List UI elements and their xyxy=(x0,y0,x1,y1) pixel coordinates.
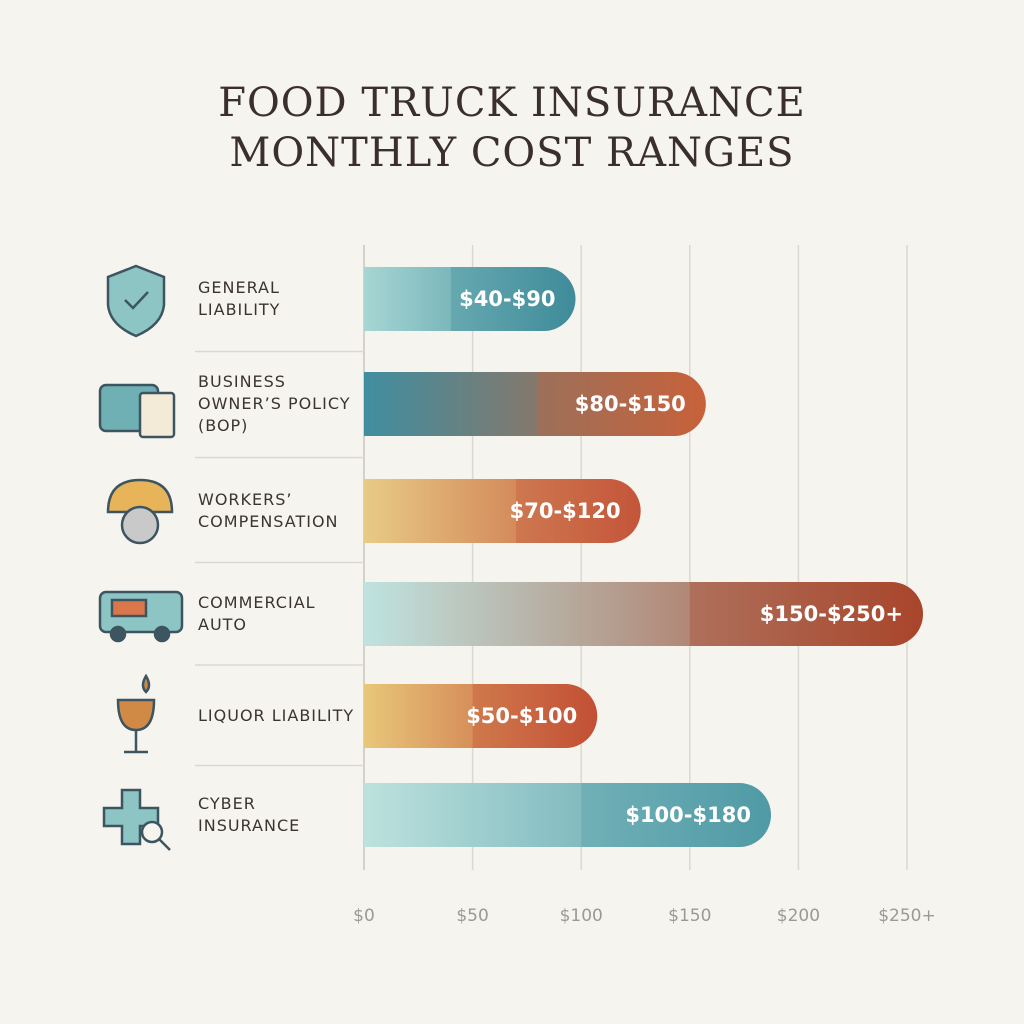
glass-stem-icon xyxy=(124,730,148,754)
range-segment xyxy=(516,479,641,543)
bar xyxy=(364,783,771,847)
bar xyxy=(364,267,576,331)
value-label: $100-$180 xyxy=(625,803,751,827)
bar xyxy=(364,582,923,646)
gear-icon xyxy=(120,505,160,545)
glass-icon xyxy=(116,698,156,732)
range-segment xyxy=(689,582,923,646)
x-tick-label: $100 xyxy=(560,906,603,926)
magnifier-icon xyxy=(140,820,164,844)
x-tick-label: $150 xyxy=(668,906,711,926)
helmet-icon xyxy=(106,478,174,514)
drop-icon xyxy=(141,673,151,694)
category-label: COMMERCIAL AUTO xyxy=(198,593,316,634)
icons xyxy=(98,264,184,851)
category-label: WORKERS’ COMPENSATION xyxy=(198,490,339,531)
category-label: CYBER INSURANCE xyxy=(198,794,301,835)
x-tick-label: $250+ xyxy=(878,906,936,926)
range-segment xyxy=(537,372,706,436)
magnifier-handle-icon xyxy=(158,838,171,851)
value-label: $40-$90 xyxy=(459,287,555,311)
range-segment xyxy=(472,684,598,748)
category-label: LIQUOR LIABILITY xyxy=(198,706,355,725)
category-label: BUSINESS OWNER’S POLICY (BOP) xyxy=(198,372,351,435)
category-label: GENERAL LIABILITY xyxy=(198,278,281,319)
x-tick-label: $50 xyxy=(456,906,488,926)
document-icon xyxy=(138,391,176,439)
wheel-icon xyxy=(153,625,171,643)
check-icon xyxy=(124,291,149,310)
awning-icon xyxy=(110,598,148,618)
value-label: $70-$120 xyxy=(510,499,621,523)
wheel-icon xyxy=(109,625,127,643)
value-label: $80-$150 xyxy=(575,392,686,416)
cross-icon xyxy=(102,788,160,846)
x-tick-label: $0 xyxy=(353,906,375,926)
range-segment xyxy=(581,783,771,847)
chart-title: FOOD TRUCK INSURANCE MONTHLY COST RANGES xyxy=(218,80,806,176)
range-segment xyxy=(450,267,576,331)
x-tick-label: $200 xyxy=(777,906,820,926)
shield-icon xyxy=(106,264,166,338)
bar xyxy=(364,684,598,748)
value-label: $50-$100 xyxy=(466,704,577,728)
bar xyxy=(364,479,641,543)
bar xyxy=(364,372,706,436)
value-label: $150-$250+ xyxy=(760,602,903,626)
